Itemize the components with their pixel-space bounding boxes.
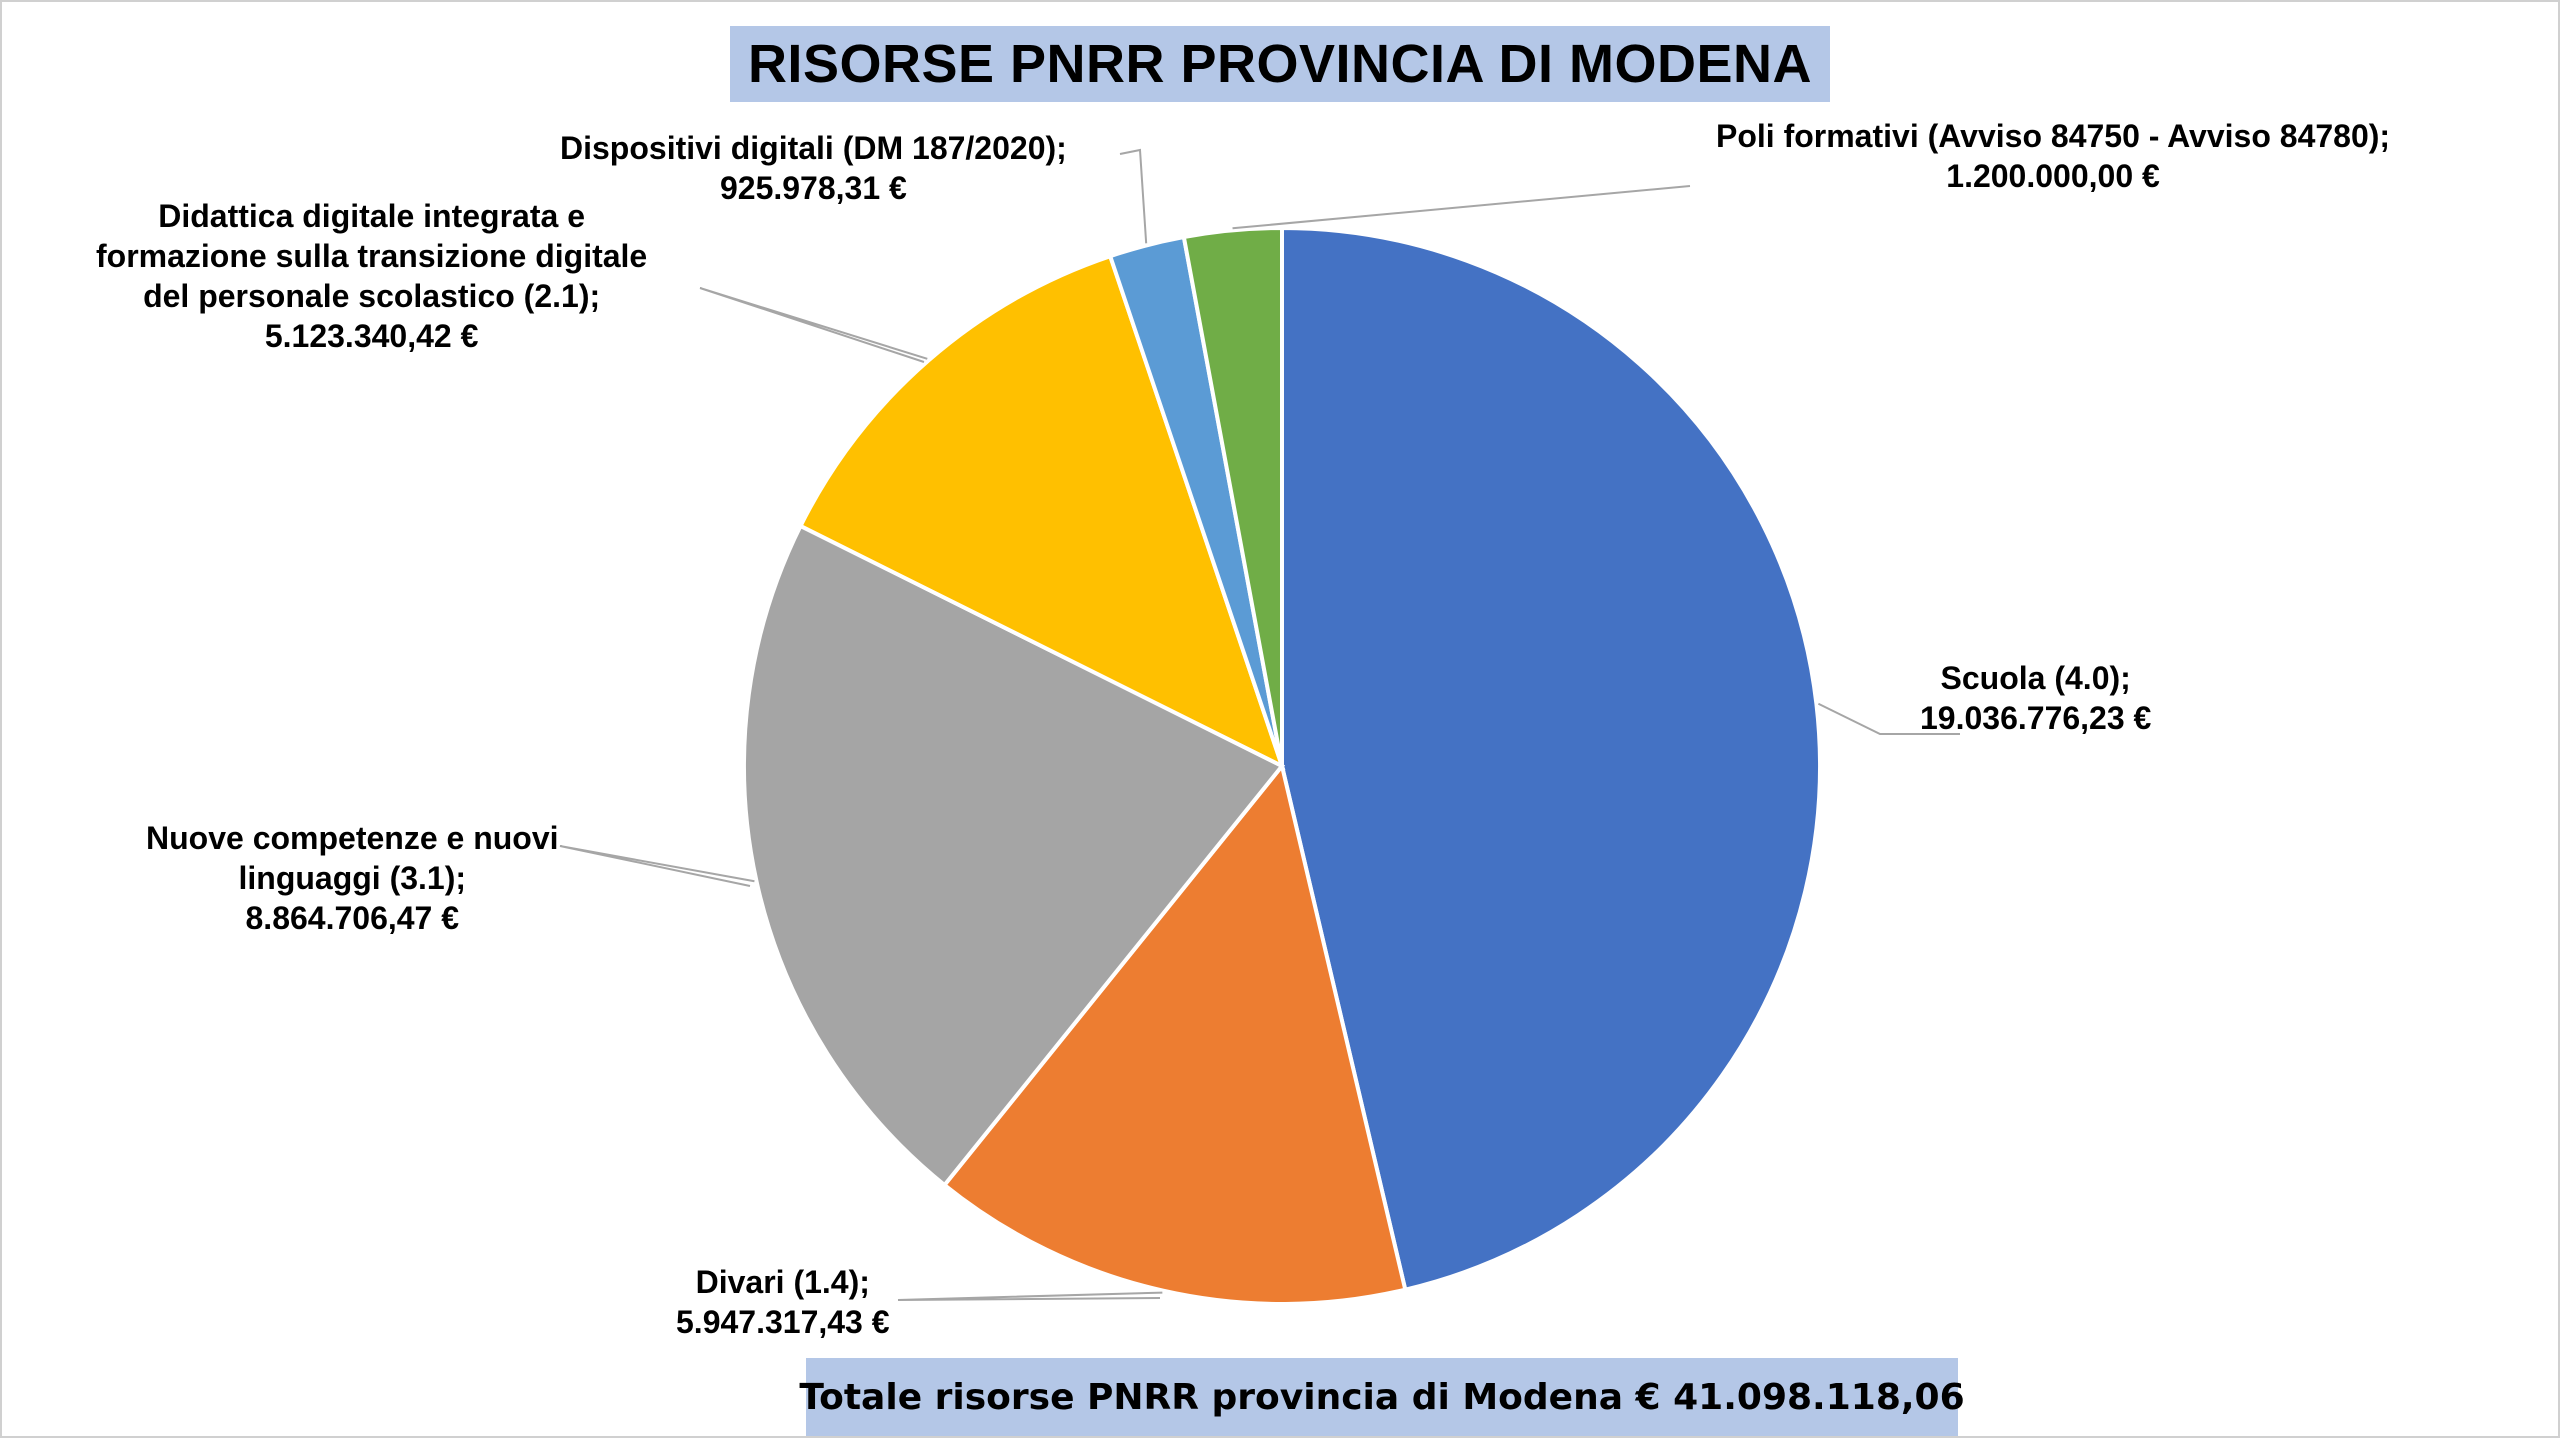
label-nuove-competenze-line1: Nuove competenze e nuovi — [146, 820, 559, 856]
label-didattica-line1: Didattica digitale integrata e — [158, 198, 585, 234]
label-poli-formativi: Poli formativi (Avviso 84750 - Avviso 84… — [1716, 116, 2390, 196]
label-divari-name: Divari (1.4); — [695, 1264, 870, 1300]
label-scuola-value: 19.036.776,23 € — [1920, 700, 2152, 736]
leader-didattica-digitale — [699, 287, 928, 363]
chart-title-box: RISORSE PNRR PROVINCIA DI MODENA — [730, 26, 1830, 102]
label-scuola-name: Scuola (4.0); — [1940, 660, 2131, 696]
label-divari: Divari (1.4); 5.947.317,43 € — [676, 1262, 890, 1342]
label-nuove-competenze: Nuove competenze e nuovi linguaggi (3.1)… — [146, 818, 559, 938]
chart-title: RISORSE PNRR PROVINCIA DI MODENA — [747, 34, 1813, 94]
label-poli-value: 1.200.000,00 € — [1946, 158, 2160, 194]
leader-poli-formativi — [1232, 185, 1691, 230]
label-scuola: Scuola (4.0); 19.036.776,23 € — [1920, 658, 2151, 738]
label-didattica-digitale: Didattica digitale integrata e formazion… — [96, 196, 647, 356]
slice-didattica-digitale — [797, 253, 1286, 770]
label-divari-value: 5.947.317,43 € — [676, 1304, 890, 1340]
label-didattica-line3: del personale scolastico (2.1); — [143, 278, 601, 314]
label-dispositivi-name: Dispositivi digitali (DM 187/2020); — [560, 130, 1067, 166]
label-didattica-line2: formazione sulla transizione digitale — [96, 238, 648, 274]
label-poli-name: Poli formativi (Avviso 84750 - Avviso 84… — [1716, 118, 2391, 154]
slice-divari — [941, 761, 1408, 1306]
slice-nuove-competenze — [741, 523, 1286, 1188]
total-resources-text: Totale risorse PNRR provincia di Modena … — [799, 1376, 1965, 1418]
pie-slices — [741, 225, 1822, 1306]
leader-divari — [897, 1291, 1163, 1301]
slice-poli-formativi — [1181, 225, 1284, 767]
leader-lines — [559, 148, 1960, 1301]
leader-dispositivi-digitali — [1119, 148, 1148, 244]
leader-nuove-competenze — [559, 845, 755, 887]
total-box: Totale risorse PNRR provincia di Modena … — [799, 1358, 1965, 1436]
label-didattica-value: 5.123.340,42 € — [264, 318, 479, 354]
label-nuove-competenze-line2: linguaggi (3.1); — [238, 860, 467, 896]
leader-scuola — [1817, 702, 1960, 735]
label-nuove-competenze-value: 8.864.706,47 € — [245, 900, 460, 936]
slice-scuola — [1280, 225, 1822, 1293]
label-dispositivi-digitali: Dispositivi digitali (DM 187/2020); 925.… — [560, 128, 1067, 208]
label-dispositivi-value: 925.978,31 € — [719, 170, 907, 206]
